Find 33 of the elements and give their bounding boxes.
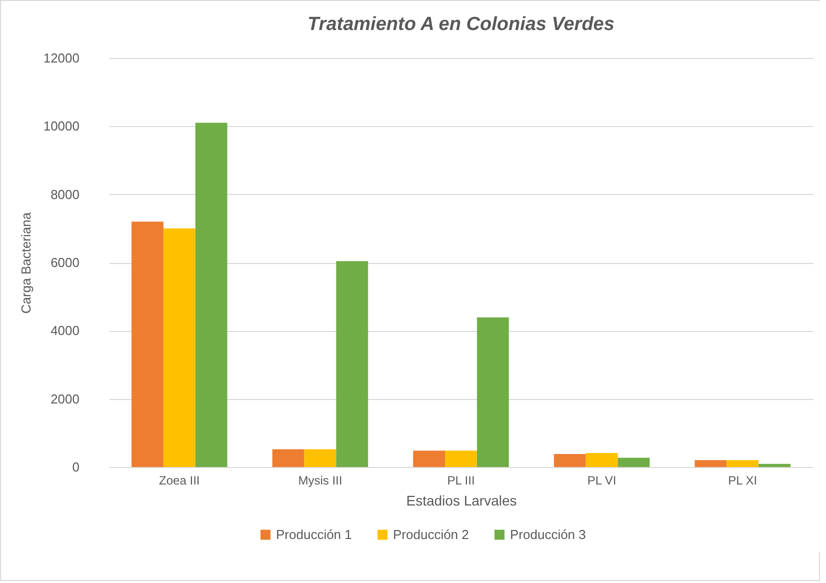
legend-label: Producción 3 — [510, 526, 586, 542]
bar — [476, 317, 509, 467]
x-axis-title: Estadios Larvales — [406, 492, 517, 508]
bar — [694, 460, 727, 467]
bar — [132, 222, 164, 467]
bar — [445, 450, 477, 467]
x-tick-label: Mysis III — [298, 474, 342, 488]
bar — [304, 449, 336, 467]
bar — [586, 453, 618, 467]
bar — [336, 261, 368, 467]
y-tick-label: 2000 — [50, 391, 80, 406]
y-tick-label: 12000 — [43, 50, 80, 66]
y-tick-label: 10000 — [43, 118, 80, 134]
x-tick-label: PL III — [447, 474, 475, 488]
x-tick-label: PL VI — [587, 474, 616, 488]
bar — [554, 454, 586, 467]
bar — [163, 228, 196, 467]
y-axis-title: Carga Bacteriana — [18, 212, 34, 314]
bar — [195, 122, 228, 467]
y-tick-label: 0 — [72, 460, 80, 474]
chart-title: Tratamiento A en Colonias Verdes — [308, 14, 614, 35]
bar — [726, 460, 759, 467]
bar — [618, 458, 650, 467]
bar — [758, 464, 790, 467]
bar — [272, 449, 304, 467]
legend-label: Producción 1 — [276, 526, 352, 542]
y-tick-label: 6000 — [50, 255, 80, 270]
y-tick-label: 8000 — [50, 186, 80, 202]
legend-label: Producción 2 — [393, 526, 469, 542]
y-tick-label: 4000 — [50, 323, 80, 338]
x-tick-label: PL XI — [728, 474, 758, 488]
bar — [413, 450, 446, 467]
x-tick-label: Zoea III — [159, 474, 200, 488]
